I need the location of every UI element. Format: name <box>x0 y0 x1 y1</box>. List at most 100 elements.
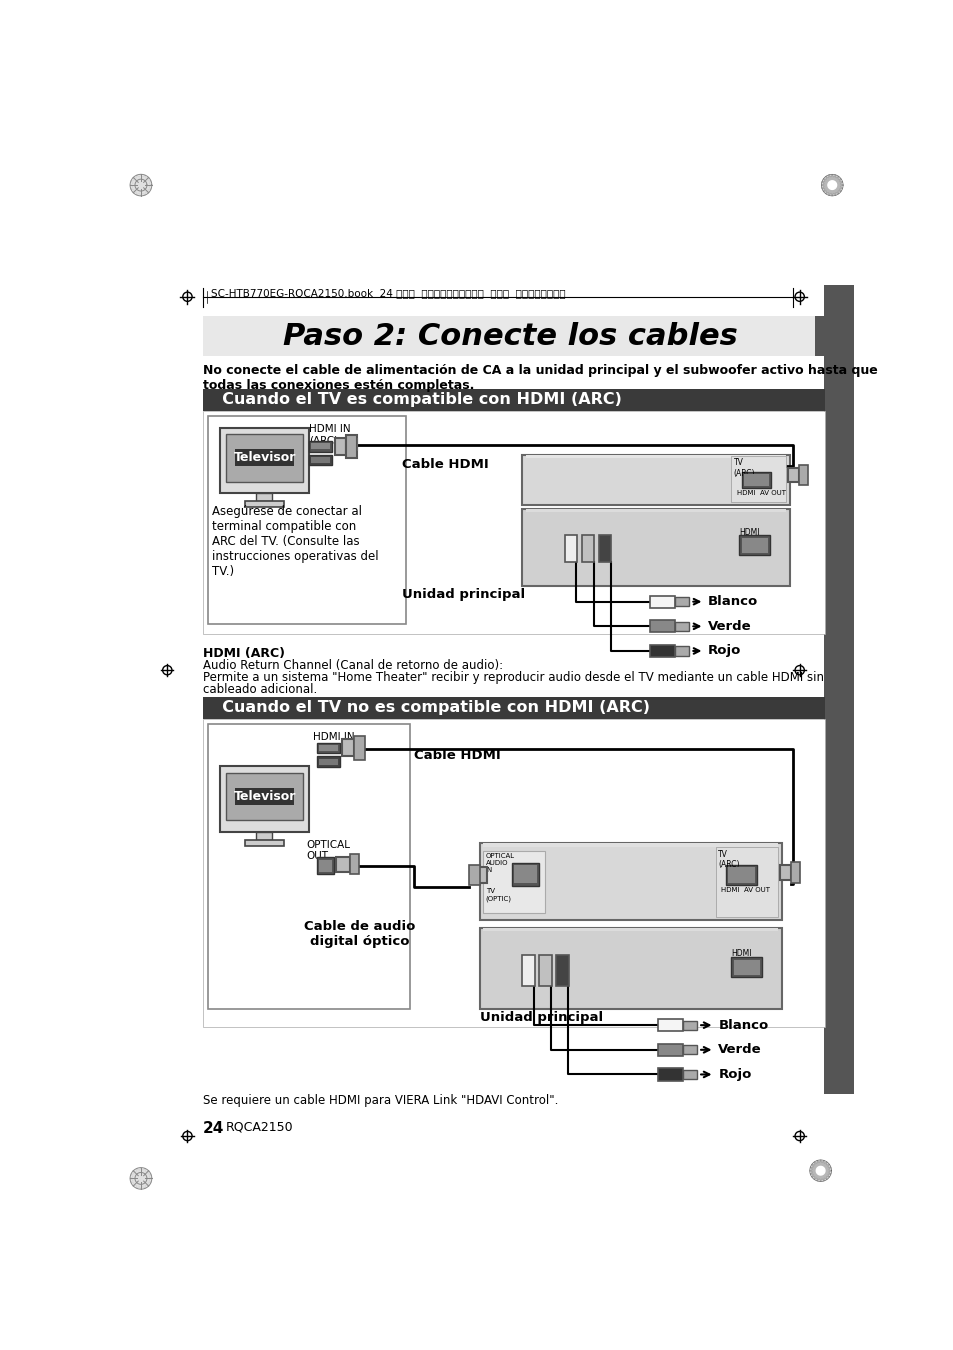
Bar <box>208 724 410 1008</box>
Text: HDMI (ARC): HDMI (ARC) <box>203 647 285 660</box>
Text: Paso 2: Conecte los cables: Paso 2: Conecte los cables <box>283 321 738 351</box>
Bar <box>682 1069 696 1079</box>
Bar <box>649 595 674 608</box>
Bar <box>256 493 272 501</box>
Bar <box>731 456 785 502</box>
Bar <box>203 410 823 634</box>
Bar <box>316 857 334 875</box>
Text: 24: 24 <box>203 1120 224 1135</box>
Polygon shape <box>130 1168 152 1189</box>
Bar <box>479 844 781 921</box>
Bar <box>483 844 778 848</box>
Polygon shape <box>809 1160 831 1181</box>
Bar <box>780 865 790 880</box>
Text: HDMI  AV OUT: HDMI AV OUT <box>720 887 770 892</box>
Bar <box>483 929 778 932</box>
Text: Televisor: Televisor <box>233 451 295 464</box>
Bar <box>309 455 332 466</box>
Text: Rojo: Rojo <box>707 644 740 657</box>
Bar <box>521 954 534 986</box>
Text: No conecte el cable de alimentación de CA a la unidad principal y el subwoofer a: No conecte el cable de alimentación de C… <box>203 363 877 392</box>
Text: Rojo: Rojo <box>718 1068 751 1081</box>
Bar <box>682 1021 696 1030</box>
Polygon shape <box>816 1166 824 1174</box>
Bar <box>674 647 688 656</box>
Text: Permite a un sistema "Home Theater" recibir y reproducir audio desde el TV media: Permite a un sistema "Home Theater" reci… <box>203 671 823 684</box>
Bar <box>815 316 823 356</box>
Bar <box>731 957 761 977</box>
Bar <box>512 863 538 886</box>
Bar <box>203 697 823 718</box>
Text: HDMI IN: HDMI IN <box>313 732 355 741</box>
Bar <box>787 468 798 482</box>
Polygon shape <box>827 181 836 189</box>
Bar <box>311 443 330 450</box>
Text: HDMI: HDMI <box>739 528 759 537</box>
Text: HDMI IN
(ARC): HDMI IN (ARC) <box>309 424 351 446</box>
Text: SC-HTB770EG-RQCA2150.book  24 ページ  ２０１３年２月２５日  月曜日  午前１０時２１分: SC-HTB770EG-RQCA2150.book 24 ページ ２０１３年２月… <box>211 288 565 298</box>
Text: TV
(OPTIC): TV (OPTIC) <box>485 888 512 902</box>
Bar <box>245 840 283 845</box>
Bar <box>521 509 789 586</box>
Bar <box>479 929 781 1008</box>
Bar <box>335 437 346 455</box>
Bar <box>598 536 611 563</box>
Bar <box>682 1045 696 1054</box>
Text: Verde: Verde <box>718 1044 761 1056</box>
Bar <box>514 865 537 883</box>
Bar <box>739 536 769 555</box>
Text: cableado adicional.: cableado adicional. <box>203 683 316 695</box>
Bar <box>335 856 350 872</box>
Text: RQCA2150: RQCA2150 <box>226 1120 294 1134</box>
Bar <box>203 718 823 1027</box>
Text: Cable HDMI: Cable HDMI <box>414 749 500 761</box>
Bar <box>245 501 283 508</box>
Text: OPTICAL
OUT: OPTICAL OUT <box>307 840 351 861</box>
Text: Verde: Verde <box>707 620 751 633</box>
Bar <box>658 1068 682 1080</box>
Bar <box>319 745 337 751</box>
Bar <box>649 620 674 632</box>
Text: Se requiere un cable HDMI para VIERA Link "HDAVI Control".: Se requiere un cable HDMI para VIERA Lin… <box>203 1094 558 1107</box>
Text: HDMI: HDMI <box>731 949 751 958</box>
Bar <box>309 440 332 451</box>
Text: Televisor: Televisor <box>233 790 295 803</box>
Bar <box>342 740 354 756</box>
Bar <box>649 645 674 657</box>
Bar <box>581 536 594 563</box>
Text: Unidad principal: Unidad principal <box>479 1011 602 1025</box>
Bar <box>483 850 545 913</box>
Bar <box>311 456 330 463</box>
Bar <box>235 788 294 805</box>
Text: Audio Return Channel (Canal de retorno de audio):: Audio Return Channel (Canal de retorno d… <box>203 659 502 672</box>
Bar <box>235 450 294 466</box>
Bar <box>725 865 757 886</box>
Bar <box>346 435 356 458</box>
Bar <box>525 509 785 512</box>
Bar <box>740 537 767 554</box>
Bar <box>203 389 823 410</box>
Text: TV
(ARC): TV (ARC) <box>733 459 755 478</box>
Text: Blanco: Blanco <box>707 595 758 608</box>
Bar <box>477 867 487 883</box>
Bar <box>350 855 359 875</box>
Bar <box>658 1019 682 1031</box>
Bar <box>790 861 800 883</box>
Bar <box>319 759 337 765</box>
Text: HDMI  AV OUT: HDMI AV OUT <box>736 490 785 495</box>
Bar <box>319 860 332 872</box>
Bar <box>733 960 760 975</box>
Bar <box>564 536 577 563</box>
Bar <box>208 416 406 624</box>
Bar <box>798 466 807 486</box>
Bar <box>226 433 303 482</box>
Bar <box>220 428 309 493</box>
Bar <box>226 772 303 821</box>
Text: Cable de audio
digital óptico: Cable de audio digital óptico <box>303 921 415 949</box>
Text: TV
(ARC): TV (ARC) <box>718 849 739 869</box>
Text: Asegúrese de conectar al
terminal compatible con
ARC del TV. (Consulte las
instr: Asegúrese de conectar al terminal compat… <box>212 505 378 578</box>
Bar <box>728 867 754 883</box>
Text: Blanco: Blanco <box>718 1019 768 1031</box>
Polygon shape <box>130 174 152 196</box>
Bar <box>220 767 309 832</box>
